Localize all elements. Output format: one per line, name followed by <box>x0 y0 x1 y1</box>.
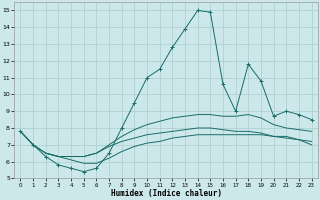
X-axis label: Humidex (Indice chaleur): Humidex (Indice chaleur) <box>110 189 221 198</box>
